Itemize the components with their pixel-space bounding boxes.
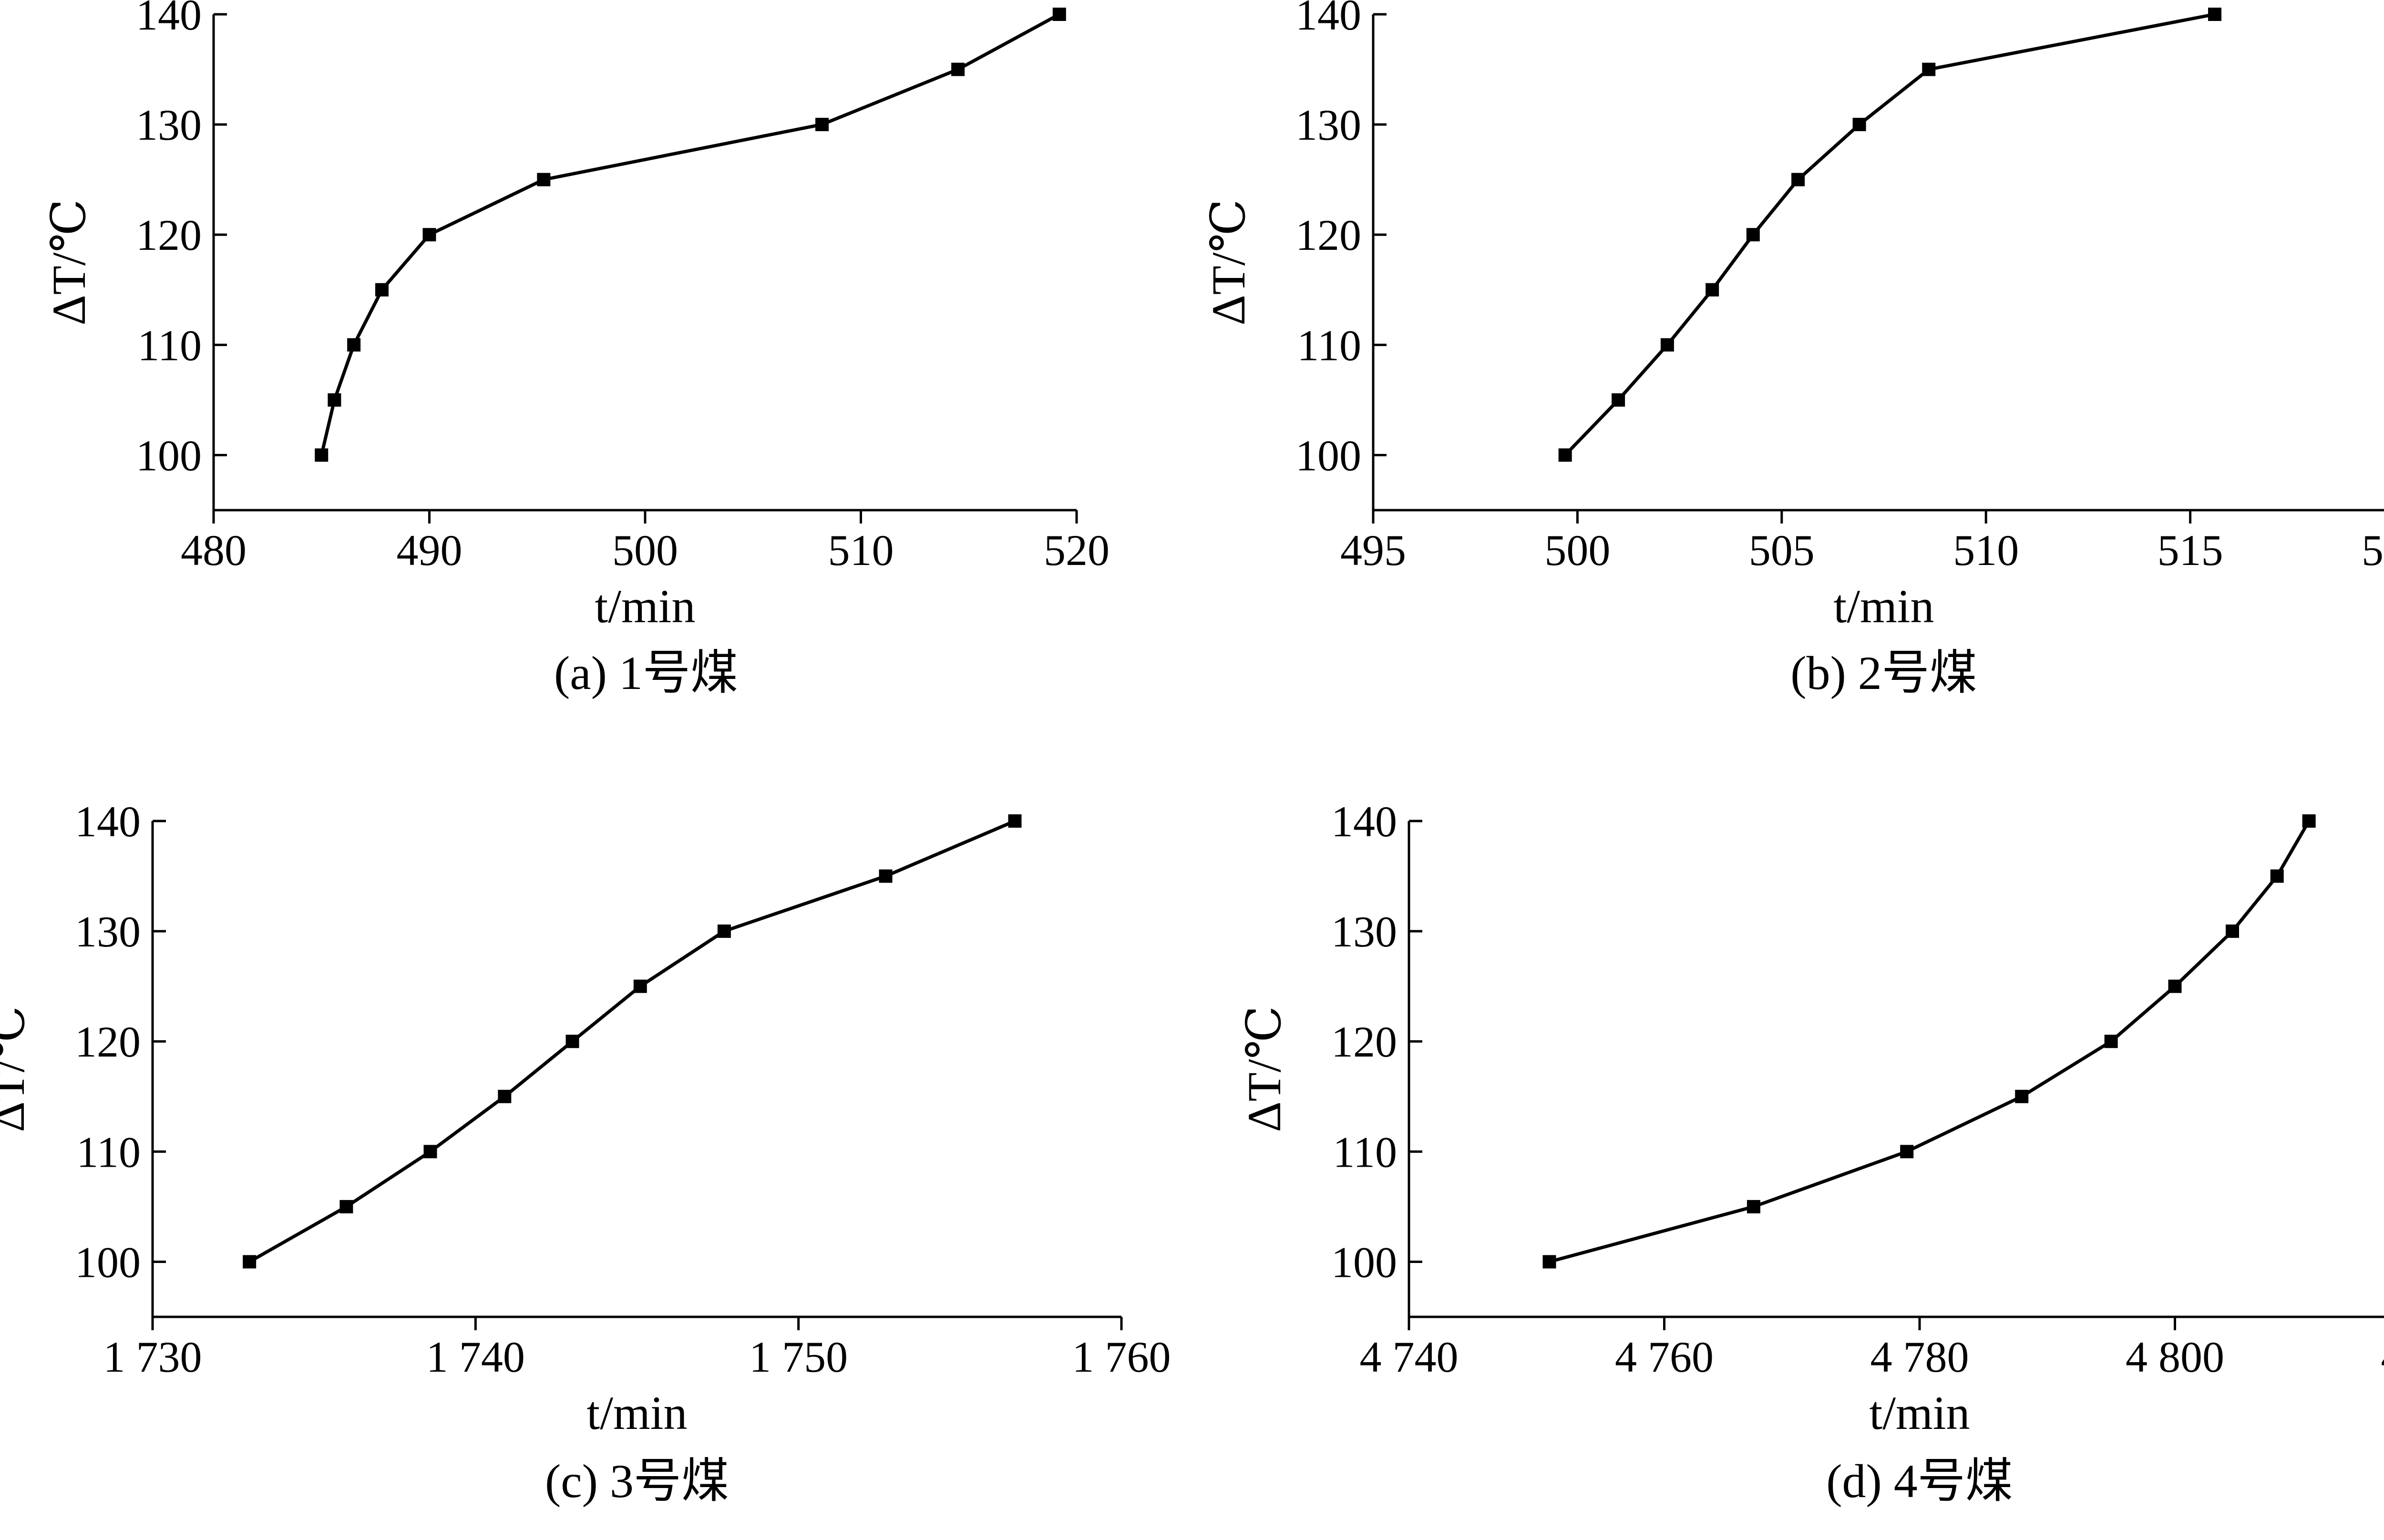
- x-tick-label-b: 515: [2158, 526, 2223, 575]
- y-tick-label-b: 140: [1295, 0, 1361, 39]
- data-point-d: [2104, 1035, 2118, 1048]
- x-tick-label-c: 1 730: [103, 1333, 202, 1381]
- y-tick-label-d: 140: [1331, 797, 1397, 846]
- y-tick-label-d: 130: [1331, 907, 1397, 956]
- y-axis-label-a: ΔT/℃: [42, 199, 95, 325]
- y-tick-label-b: 100: [1295, 431, 1361, 480]
- data-point-c: [717, 924, 731, 938]
- series-line-d: [1549, 820, 2311, 1263]
- y-tick-label-c: 100: [75, 1238, 141, 1286]
- data-point-d: [2225, 924, 2239, 938]
- data-point-b: [1558, 448, 1572, 462]
- panel-caption-c: (c) 3号煤: [545, 1455, 729, 1508]
- panel-caption-d: (d) 4号煤: [1826, 1455, 2013, 1508]
- x-tick-label-d: 4 760: [1615, 1333, 1714, 1381]
- y-axis-label-b: ΔT/℃: [1202, 199, 1255, 325]
- x-tick-label-b: 520: [2362, 526, 2384, 575]
- x-tick-label-b: 505: [1749, 526, 1815, 575]
- x-axis-label-d: t/min: [1869, 1386, 1970, 1439]
- x-tick-label-c: 1 760: [1072, 1333, 1171, 1381]
- y-tick-label-a: 120: [136, 211, 202, 259]
- x-tick-label-d: 4 820: [2381, 1333, 2384, 1381]
- panel-d-chart: 100 110 120 130 140 4 740 4 760 4 780 4 800 4 820…: [1238, 797, 2384, 1508]
- x-tick-label-a: 490: [397, 526, 462, 575]
- y-tick-label-d: 100: [1331, 1238, 1397, 1286]
- panel-c-chart: 100 110 120 130 140 1 730 1 740 1 750 1 760 t/min…: [0, 797, 1171, 1508]
- data-point-a: [1052, 8, 1066, 21]
- data-point-b: [2208, 8, 2222, 21]
- data-point-c: [1008, 814, 1022, 828]
- data-point-a: [422, 228, 436, 242]
- data-point-a: [315, 448, 329, 462]
- data-point-c: [633, 979, 647, 993]
- x-tick-label-c: 1 740: [426, 1333, 525, 1381]
- x-tick-label-a: 510: [828, 526, 894, 575]
- y-axis-label-d: ΔT/℃: [1238, 1006, 1291, 1132]
- data-point-d: [2168, 979, 2182, 993]
- x-tick-label-d: 4 800: [2126, 1333, 2224, 1381]
- data-point-c: [565, 1035, 579, 1048]
- data-point-d: [1900, 1145, 1914, 1159]
- y-tick-label-b: 120: [1295, 211, 1361, 259]
- y-tick-label-c: 110: [76, 1128, 141, 1176]
- data-point-b: [1791, 173, 1805, 186]
- y-tick-label-a: 110: [137, 321, 202, 370]
- x-tick-label-b: 495: [1340, 526, 1406, 575]
- data-point-a: [375, 283, 389, 297]
- y-tick-label-c: 130: [75, 907, 141, 956]
- x-tick-label-d: 4 740: [1360, 1333, 1459, 1381]
- data-point-a: [537, 173, 551, 186]
- data-point-c: [339, 1200, 353, 1213]
- x-tick-label-d: 4 780: [1870, 1333, 1969, 1381]
- panel-caption-b: (b) 2号煤: [1790, 647, 1977, 699]
- y-tick-label-d: 110: [1333, 1128, 1397, 1176]
- data-point-a: [951, 62, 965, 76]
- data-point-b: [1660, 338, 1674, 352]
- data-point-c: [879, 869, 893, 883]
- x-tick-label-a: 500: [612, 526, 678, 575]
- data-point-d: [1747, 1200, 1760, 1213]
- data-point-c: [243, 1255, 257, 1269]
- x-tick-label-b: 510: [1953, 526, 2019, 575]
- series-line-b: [1564, 12, 2215, 456]
- data-point-d: [2270, 869, 2284, 883]
- data-point-c: [423, 1145, 437, 1159]
- y-tick-label-a: 100: [136, 431, 202, 480]
- y-tick-label-a: 140: [136, 0, 202, 39]
- data-point-b: [1922, 62, 1936, 76]
- data-point-b: [1746, 228, 1760, 242]
- data-point-a: [347, 338, 361, 352]
- panel-a-chart: 100 110 120 130 140 480 490 500 510 520 t/min ΔT/℃ (…: [42, 0, 1110, 699]
- x-tick-label-a: 480: [181, 526, 247, 575]
- data-point-b: [1852, 118, 1866, 132]
- data-point-b: [1612, 393, 1625, 407]
- data-point-a: [815, 118, 829, 132]
- x-tick-label-a: 520: [1044, 526, 1110, 575]
- y-tick-label-c: 120: [75, 1017, 141, 1066]
- y-tick-label-b: 110: [1297, 321, 1361, 370]
- data-point-d: [1542, 1255, 1556, 1269]
- x-tick-label-c: 1 750: [749, 1333, 848, 1381]
- y-tick-label-b: 130: [1295, 101, 1361, 149]
- y-tick-label-a: 130: [136, 101, 202, 149]
- data-point-a: [328, 393, 341, 407]
- y-tick-label-c: 140: [75, 797, 141, 846]
- data-point-b: [1706, 283, 1719, 297]
- x-axis-label-a: t/min: [595, 580, 695, 633]
- x-tick-label-b: 500: [1544, 526, 1610, 575]
- panel-caption-a: (a) 1号煤: [554, 647, 738, 699]
- y-axis-label-c: ΔT/℃: [0, 1006, 34, 1132]
- panel-b-chart: 100 110 120 130 140 495 500 505 510 515 520 t/min ΔT…: [1202, 0, 2384, 699]
- series-line-c: [248, 819, 1016, 1263]
- x-axis-label-b: t/min: [1833, 580, 1934, 633]
- x-axis-label-c: t/min: [586, 1386, 687, 1439]
- data-point-c: [498, 1089, 512, 1103]
- y-tick-label-d: 120: [1331, 1017, 1397, 1066]
- data-point-d: [2015, 1089, 2029, 1103]
- data-point-d: [2302, 814, 2316, 828]
